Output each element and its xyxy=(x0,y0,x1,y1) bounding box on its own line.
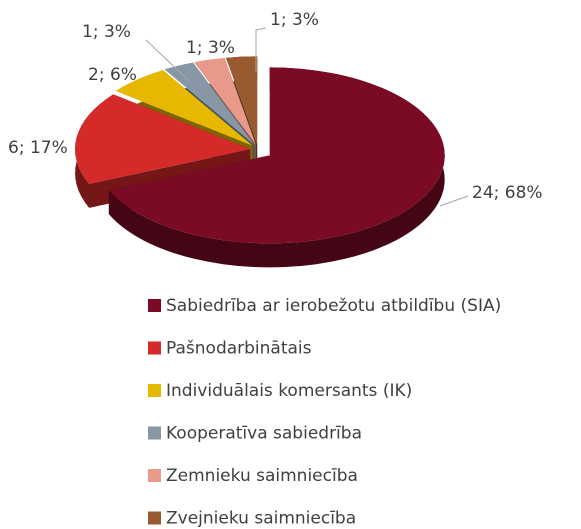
slice xyxy=(75,94,251,184)
legend-label: Zemnieku saimniecība xyxy=(166,466,358,486)
legend-label: Individuālais komersants (IK) xyxy=(166,381,412,401)
legend-label: Zvejnieku saimniecība xyxy=(166,509,356,529)
data-label: 1; 3% xyxy=(186,38,235,58)
data-label: 1; 3% xyxy=(82,22,131,42)
data-label: 6; 17% xyxy=(8,138,68,158)
slice xyxy=(108,67,445,244)
legend-swatch xyxy=(148,511,161,525)
slice xyxy=(226,56,258,145)
legend-swatch xyxy=(148,341,161,355)
leader-line xyxy=(255,27,267,72)
leader-line xyxy=(145,39,189,81)
legend-swatch xyxy=(148,426,161,440)
slice xyxy=(115,70,253,146)
slice xyxy=(194,58,256,145)
legend-label: Sabiedrība ar ierobežotu atbildību (SIA) xyxy=(166,296,501,316)
legend-label: Kooperatīva sabiedrība xyxy=(166,424,362,444)
legend-swatch xyxy=(148,384,161,397)
legend-swatch xyxy=(148,299,161,312)
legend-swatch xyxy=(148,469,161,482)
slice xyxy=(164,62,255,145)
data-label: 1; 3% xyxy=(270,10,319,30)
leader-line xyxy=(439,195,469,207)
data-label: 2; 6% xyxy=(88,65,137,85)
legend-label: Pašnodarbinātais xyxy=(166,339,312,359)
data-label: 24; 68% xyxy=(472,183,543,203)
